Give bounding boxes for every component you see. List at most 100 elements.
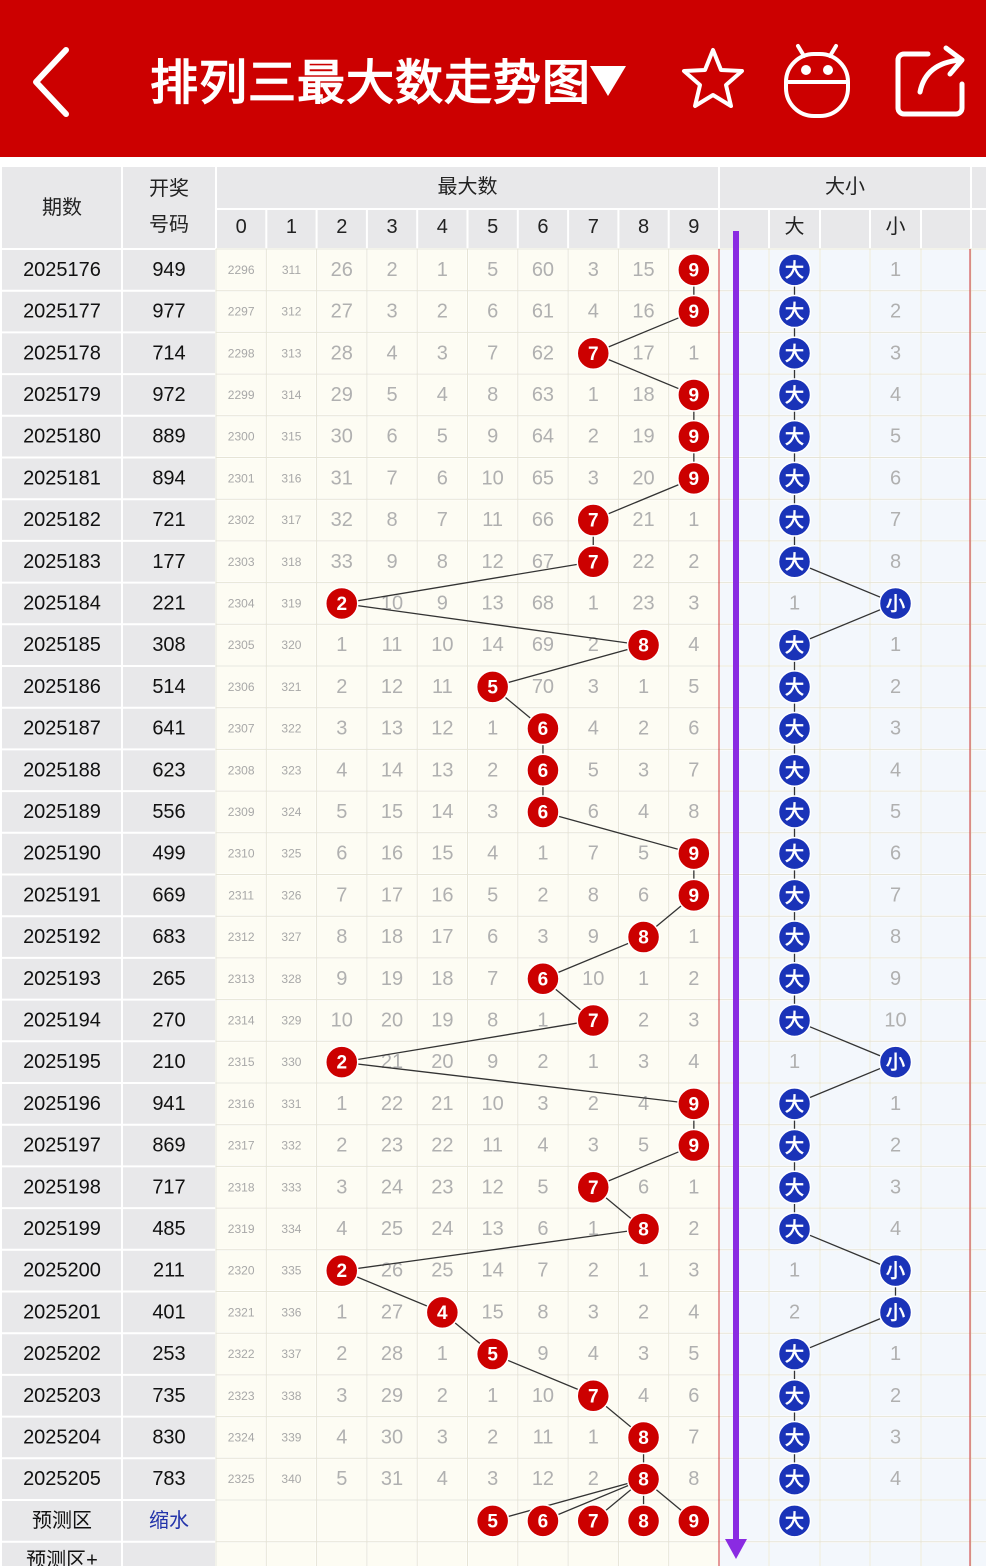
miss-count-cell: 14 (482, 1260, 504, 1282)
miss-count-cell: 1 (638, 1260, 649, 1282)
big-ball: 大 (777, 795, 812, 829)
max-trend-line (492, 644, 644, 688)
max-digit-ball-label: 8 (638, 1428, 649, 1449)
miss-count-cell: 68 (532, 592, 554, 614)
max-digit-ball: 7 (576, 503, 610, 537)
max-digit-ball-circle (475, 670, 510, 704)
table-row[interactable]: 2025202 253 2322 337 2 28 1 9 4 3 5 1 (23, 1343, 901, 1365)
period-cell: 2025193 (23, 968, 101, 990)
table-row[interactable]: 2025184 221 2304 319 10 9 13 68 1 23 3 1 (23, 592, 800, 614)
table-row[interactable]: 2025189 556 2309 324 5 15 14 3 6 4 8 5 (23, 801, 901, 823)
table-row[interactable]: 2025198 717 2318 333 3 24 23 12 5 6 1 3 (23, 1176, 901, 1198)
miss-count-cell: 3 (588, 676, 599, 698)
miss-count-cell: 5 (537, 1176, 548, 1198)
table-row[interactable]: 2025193 265 2313 328 9 19 18 7 10 1 2 9 (23, 968, 901, 990)
miss-count-cell: 3 (588, 1301, 599, 1323)
trend-table[interactable]: 期数 开奖 号码 最大数 大小 0 1 2 3 4 5 6 7 8 9 大小 2025176 949 2296 311… (0, 167, 986, 1566)
table-row[interactable]: 2025182 721 2302 317 32 8 7 11 66 21 1 7 (23, 509, 901, 531)
big-ball: 大 (777, 1212, 812, 1246)
table-row[interactable]: 2025179 972 2299 314 29 5 4 8 63 1 18 4 (23, 384, 901, 406)
max-digit-ball-circle (677, 1087, 711, 1121)
draw-number-cell: 717 (152, 1176, 185, 1198)
prediction-plus-row[interactable]: 预测区+ (26, 1549, 98, 1566)
period-cell: 2025203 (23, 1385, 101, 1407)
table-row[interactable]: 2025188 623 2308 323 4 14 13 2 5 3 7 4 (23, 759, 901, 781)
max-digit-ball-circle (626, 628, 661, 662)
miss-count-cell: 1 (638, 676, 649, 698)
draw-number-cell: 211 (153, 1260, 185, 1282)
max-digit-ball: 6 (526, 753, 560, 787)
table-row[interactable]: 2025205 783 2325 340 5 31 4 3 12 2 8 4 (23, 1468, 901, 1490)
miss-count-cell: 13 (431, 759, 453, 781)
table-row[interactable]: 2025190 499 2310 325 6 16 15 4 1 7 5 6 (23, 843, 901, 865)
miss-count-cell: 2 (688, 1218, 699, 1240)
page-title[interactable]: 排列三最大数走势图 (150, 57, 592, 110)
size-header-small: 小 (886, 215, 906, 238)
period-cell: 2025200 (23, 1260, 101, 1282)
big-ball: 大 (777, 962, 812, 996)
max-digit-ball-label: 4 (437, 1303, 448, 1324)
share-button[interactable] (890, 38, 972, 120)
draw-number-cell: 972 (152, 384, 185, 406)
draw-number-cell: 977 (152, 301, 185, 323)
miss-count-cell: 3 (336, 1176, 347, 1198)
table-row[interactable]: 2025180 889 2300 315 30 6 5 9 64 2 19 5 (23, 426, 901, 448)
miss-count-cell: 60 (532, 259, 554, 281)
table-row[interactable]: 2025191 669 2311 326 7 17 16 5 2 8 6 7 (23, 884, 901, 906)
miss-count-cell: 19 (431, 1009, 453, 1031)
max-digit-ball-circle (526, 962, 560, 996)
table-row[interactable]: 2025200 211 2320 335 26 25 14 7 2 1 3 1 (23, 1260, 800, 1282)
favorite-button[interactable] (672, 38, 754, 120)
table-row[interactable]: 2025178 714 2298 313 28 4 3 7 62 17 1 3 (23, 342, 901, 364)
table-row[interactable]: 2025176 949 2296 311 26 2 1 5 60 3 15 1 (23, 259, 901, 281)
miss-count-cell: 25 (381, 1218, 403, 1240)
robot-button[interactable] (776, 38, 858, 120)
big-ball: 大 (777, 545, 812, 579)
table-row[interactable]: 2025201 401 2321 336 1 27 15 8 3 2 4 2 (23, 1301, 800, 1323)
table-row[interactable]: 2025195 210 2315 330 21 20 9 2 1 3 4 1 (23, 1051, 800, 1073)
back-button[interactable] (22, 40, 86, 124)
max-digit-ball-label: 9 (689, 260, 700, 281)
table-row[interactable]: 2025194 270 2314 329 10 20 19 8 1 2 3 10 (23, 1009, 907, 1031)
miss-count-cell: 1 (487, 1385, 498, 1407)
miss-count-cell: 21 (632, 509, 654, 531)
digit-header: 3 (386, 216, 397, 238)
table-row[interactable]: 2025185 308 2305 320 1 11 10 14 69 2 4 1 (23, 634, 901, 656)
table-row[interactable]: 2025181 894 2301 316 31 7 6 10 65 3 20 6 (23, 467, 901, 489)
table-row[interactable]: 2025186 514 2306 321 2 12 11 70 3 1 5 2 (23, 676, 901, 698)
miss-count-cell: 5 (638, 843, 649, 865)
max-digit-ball-label: 9 (689, 469, 700, 490)
miss-count-cell: 311 (282, 263, 301, 277)
miss-count-cell: 10 (431, 634, 453, 656)
max-digit-ball: 8 (626, 628, 661, 662)
period-cell: 2025188 (23, 759, 101, 781)
miss-count-cell: 2301 (228, 471, 255, 485)
prediction-row[interactable]: 预测区 缩水 (32, 1509, 189, 1532)
table-row[interactable]: 2025196 941 2316 331 1 22 21 10 3 2 4 1 (23, 1093, 901, 1115)
small-miss-cell: 4 (890, 384, 901, 406)
small-miss-cell: 4 (890, 1218, 901, 1240)
prediction-ball-label: 9 (689, 1511, 700, 1532)
table-row[interactable]: 2025187 641 2307 322 3 13 12 1 4 2 6 3 (23, 718, 901, 740)
table-row[interactable]: 2025197 869 2317 332 2 23 22 11 4 3 5 2 (23, 1135, 901, 1157)
period-cell: 2025202 (23, 1343, 101, 1365)
triangle-down-icon[interactable] (590, 66, 626, 96)
big-ball-label: 大 (785, 1343, 804, 1366)
table-row[interactable]: 2025203 735 2323 338 3 29 2 1 10 4 6 2 (23, 1385, 901, 1407)
table-row[interactable]: 2025199 485 2319 334 4 25 24 13 6 1 2 4 (23, 1218, 901, 1240)
max-digit-ball: 7 (576, 1003, 610, 1038)
max-digit-ball-circle (526, 711, 560, 746)
digit-header: 9 (688, 216, 699, 238)
table-row[interactable]: 2025177 977 2297 312 27 3 2 6 61 4 16 2 (23, 301, 901, 323)
table-row[interactable]: 2025192 683 2312 327 8 18 17 6 3 9 1 8 (23, 926, 901, 948)
table-row[interactable]: 2025183 177 2303 318 33 9 8 12 67 22 2 8 (23, 551, 901, 573)
miss-count-cell: 17 (632, 342, 654, 364)
max-digit-ball-circle (677, 378, 711, 412)
small-miss-cell: 2 (890, 301, 901, 323)
draw-number-cell: 401 (152, 1301, 185, 1323)
max-digit-ball: 4 (425, 1295, 460, 1330)
table-row[interactable]: 2025204 830 2324 339 4 30 3 2 11 1 7 3 (23, 1426, 901, 1448)
miss-count-cell: 6 (638, 884, 649, 906)
miss-count-cell: 6 (386, 426, 397, 448)
small-ball-label: 小 (886, 1260, 905, 1282)
